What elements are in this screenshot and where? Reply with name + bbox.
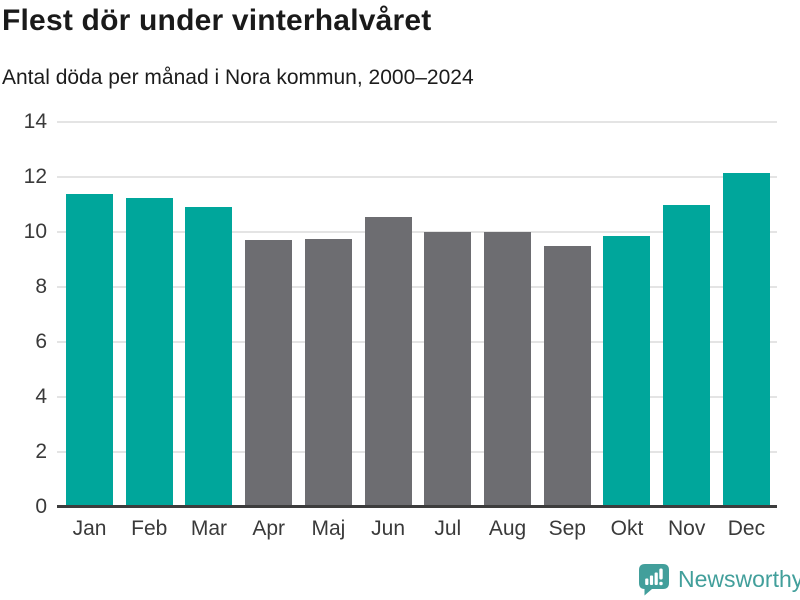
y-tick-label-2: 2 <box>35 440 47 463</box>
bar-maj <box>304 238 352 507</box>
bar-jan <box>66 193 113 507</box>
bar-feb <box>125 197 173 507</box>
x-axis-labels: Jan Feb Mar Apr Maj Jun Jul Aug Sep Okt Nov Dec <box>66 517 770 541</box>
y-axis-labels: 0 2 4 6 8 10 12 14 <box>0 110 47 518</box>
bar-mar <box>185 207 233 507</box>
chart-subtitle: Antal döda per månad i Nora kommun, 2000… <box>2 66 474 89</box>
gridline-12 <box>57 176 777 178</box>
gridline-6 <box>57 341 777 343</box>
y-tick-label-10: 10 <box>23 220 47 243</box>
x-tick-label-jul: Jul <box>434 517 462 540</box>
newsworthy-speech-bubble-chart-icon <box>639 564 669 596</box>
x-tick-label-dec: Dec <box>727 517 766 540</box>
y-tick-label-8: 8 <box>35 275 47 298</box>
bar-jun <box>364 216 412 507</box>
x-tick-label-apr: Apr <box>252 517 285 540</box>
gridlines-layer <box>57 121 777 507</box>
bar-nov <box>663 204 711 507</box>
gridline-14 <box>57 121 777 123</box>
y-tick-label-12: 12 <box>23 165 47 188</box>
gridline-8 <box>57 286 777 288</box>
y-tick-label-0: 0 <box>35 495 47 518</box>
gridline-4 <box>57 396 777 398</box>
y-tick-label-4: 4 <box>35 385 47 408</box>
bar-aug <box>484 232 532 507</box>
x-tick-label-nov: Nov <box>668 517 706 540</box>
x-tick-label-jun: Jun <box>371 517 406 540</box>
y-tick-label-6: 6 <box>35 330 47 353</box>
plot-area <box>66 122 770 507</box>
gridline-2 <box>57 451 777 453</box>
x-tick-label-aug: Aug <box>488 517 527 540</box>
newsworthy-logo-text: Newsworthy <box>678 565 800 592</box>
y-tick-label-14: 14 <box>23 110 47 133</box>
x-tick-label-maj: Maj <box>311 517 346 540</box>
bar-sep <box>543 245 591 507</box>
x-tick-label-okt: Okt <box>610 517 644 540</box>
newsworthy-logo[interactable]: Newsworthy <box>637 562 800 596</box>
gridline-10 <box>57 231 777 233</box>
bar-apr <box>245 240 293 507</box>
bar-jul <box>424 232 472 507</box>
x-tick-label-mar: Mar <box>190 517 228 540</box>
x-tick-label-sep: Sep <box>548 517 586 540</box>
x-tick-label-feb: Feb <box>131 517 168 540</box>
chart-title: Flest dör under vinterhalvåret <box>2 4 432 37</box>
bar-dec <box>722 172 770 507</box>
x-axis-line <box>57 505 777 508</box>
x-tick-label-jan: Jan <box>72 517 107 540</box>
bar-okt <box>603 236 651 507</box>
